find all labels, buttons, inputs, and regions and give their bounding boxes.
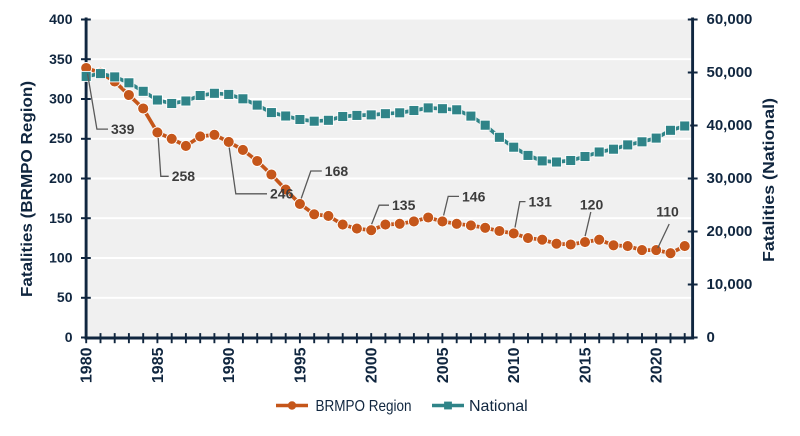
svg-text:200: 200 [49, 170, 73, 186]
svg-text:2000: 2000 [364, 347, 381, 383]
svg-text:168: 168 [325, 163, 349, 179]
svg-text:2010: 2010 [506, 347, 523, 383]
svg-text:131: 131 [529, 194, 553, 210]
svg-text:20,000: 20,000 [707, 223, 753, 240]
svg-text:110: 110 [656, 203, 679, 219]
svg-text:120: 120 [580, 196, 604, 212]
svg-text:400: 400 [49, 11, 73, 27]
svg-text:50: 50 [57, 289, 73, 305]
svg-text:2020: 2020 [649, 347, 666, 383]
svg-text:135: 135 [392, 197, 416, 213]
svg-text:40,000: 40,000 [707, 117, 753, 134]
svg-text:Fatalities (BRMPO Region): Fatalities (BRMPO Region) [19, 81, 36, 297]
svg-text:150: 150 [49, 210, 73, 226]
svg-text:50,000: 50,000 [707, 64, 753, 81]
svg-text:250: 250 [49, 130, 73, 146]
svg-text:2015: 2015 [578, 347, 595, 383]
svg-text:10,000: 10,000 [707, 276, 753, 293]
svg-text:1995: 1995 [292, 347, 309, 383]
svg-text:146: 146 [462, 188, 486, 204]
svg-text:1980: 1980 [79, 347, 96, 383]
svg-text:Fatalities (National): Fatalities (National) [761, 98, 778, 262]
svg-text:100: 100 [49, 250, 73, 266]
svg-text:National: National [469, 398, 528, 415]
svg-text:300: 300 [49, 91, 73, 107]
svg-text:60,000: 60,000 [707, 11, 753, 28]
svg-text:350: 350 [49, 51, 73, 67]
svg-text:1990: 1990 [221, 347, 238, 383]
svg-text:0: 0 [65, 329, 73, 345]
svg-text:30,000: 30,000 [707, 170, 753, 187]
svg-text:0: 0 [707, 329, 715, 346]
svg-text:2005: 2005 [435, 347, 452, 383]
svg-text:246: 246 [270, 186, 294, 202]
svg-text:1985: 1985 [150, 347, 167, 383]
svg-text:339: 339 [111, 121, 135, 137]
svg-text:BRMPO Region: BRMPO Region [316, 398, 412, 415]
svg-text:258: 258 [172, 168, 196, 184]
